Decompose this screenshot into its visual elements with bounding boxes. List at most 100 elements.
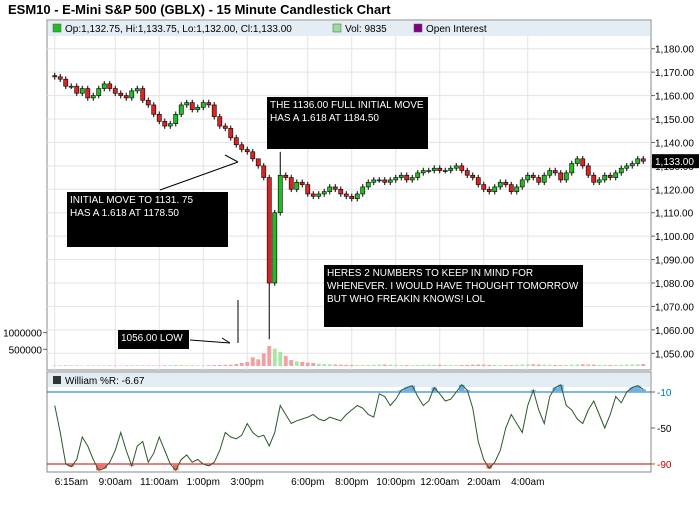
annotation-initial-move: INITIAL MOVE TO 1131. 75 HAS A 1.618 AT … <box>67 192 228 247</box>
time-tick-label: 8:00pm <box>335 477 368 488</box>
candle-body <box>239 144 245 150</box>
indicator-legend-label: William %R: -6.67 <box>65 376 145 387</box>
volume-bar <box>245 362 250 366</box>
candle-body <box>305 184 311 195</box>
candle-body <box>107 83 113 89</box>
candle-body <box>233 137 239 146</box>
indicator-tick-label: -50 <box>657 424 672 435</box>
volume-bar <box>547 364 552 366</box>
volume-bar <box>316 363 321 366</box>
candle-body <box>431 167 437 171</box>
volume-bar <box>624 364 629 366</box>
candle-body <box>519 179 525 188</box>
volume-bar <box>69 365 74 366</box>
overbought-fill <box>558 384 564 392</box>
volume-bar <box>239 363 244 366</box>
candle-body <box>426 170 432 172</box>
overbought-fill <box>409 385 415 392</box>
volume-bar <box>630 364 635 366</box>
time-tick-label: 1:00pm <box>187 477 220 488</box>
candle-body <box>585 165 591 176</box>
volume-bar <box>135 365 140 366</box>
volume-bar <box>256 359 261 366</box>
annotation-two-numbers: HERES 2 NUMBERS TO KEEP IN MIND FOR WHEN… <box>324 265 583 327</box>
indicator-legend-swatch <box>53 376 61 384</box>
volume-bar <box>503 365 508 366</box>
volume-bar <box>234 364 239 366</box>
candle-body <box>68 85 74 88</box>
volume-bar <box>278 352 283 366</box>
candle-body <box>151 104 157 115</box>
volume-bar <box>58 365 63 366</box>
candle-body <box>459 165 465 171</box>
candle-body <box>261 165 267 178</box>
candle-body <box>283 174 289 178</box>
candle-body <box>178 104 184 115</box>
candle-body <box>404 174 410 181</box>
volume-bar <box>586 364 591 366</box>
candle-body <box>635 158 641 164</box>
ohlc-legend-swatch <box>52 23 62 33</box>
oversold-fill <box>173 464 179 471</box>
candle-body <box>596 179 602 183</box>
volume-bar <box>129 365 134 366</box>
overbought-fill <box>404 387 410 392</box>
volume-bar <box>558 365 563 366</box>
time-tick-label: 3:00pm <box>231 477 264 488</box>
candle-body <box>217 116 223 127</box>
overbought-fill <box>552 387 558 392</box>
candle-body <box>294 181 300 190</box>
price-tick-label: 1,100.00 <box>655 232 694 243</box>
candle-body <box>85 88 91 99</box>
chart-title: ESM10 - E-Mini S&P 500 (GBLX) - 15 Minut… <box>8 2 391 17</box>
oversold-fill <box>486 464 492 469</box>
price-tick-label: 1,170.00 <box>655 68 694 79</box>
volume-bar <box>415 365 420 366</box>
volume-bar <box>454 365 459 366</box>
volume-bar <box>591 364 596 366</box>
volume-bar <box>190 365 195 366</box>
price-tick-label: 1,150.00 <box>655 115 694 126</box>
time-tick-label: 11:00am <box>140 477 178 488</box>
volume-bar <box>217 365 222 366</box>
price-tick-label: 1,140.00 <box>655 138 694 149</box>
oversold-fill <box>68 464 74 467</box>
volume-bar <box>569 364 574 366</box>
volume-bar <box>184 365 189 366</box>
volume-bar <box>366 365 371 366</box>
candle-body <box>475 177 481 185</box>
volume-bar <box>250 357 255 366</box>
candle-body <box>321 191 327 195</box>
candle-body <box>387 179 393 183</box>
volume-bar <box>173 365 178 366</box>
candle-body <box>57 76 63 80</box>
indicator-tick-label: -90 <box>657 460 672 471</box>
candle-body <box>332 186 338 190</box>
volume-bar <box>206 365 211 366</box>
volume-bar <box>393 364 398 366</box>
candle-body <box>547 170 553 176</box>
volume-bar <box>531 364 536 366</box>
volume-bar <box>597 364 602 366</box>
overbought-fill <box>640 389 646 392</box>
oi-legend-swatch <box>413 23 423 33</box>
candle-body <box>349 196 355 199</box>
candle-body <box>618 167 624 174</box>
candle-body <box>591 174 597 183</box>
volume-bar <box>388 364 393 366</box>
volume-bar <box>349 365 354 366</box>
overbought-fill <box>431 387 437 392</box>
candle-body <box>145 99 151 106</box>
volume-bar <box>580 364 585 366</box>
candle-body <box>134 88 140 92</box>
volume-bar <box>96 365 101 366</box>
volume-bar <box>492 365 497 366</box>
candle-body <box>129 90 135 99</box>
volume-bar <box>421 364 426 366</box>
arrow-low <box>189 339 231 344</box>
volume-bar <box>228 364 233 366</box>
volume-bar <box>140 365 145 366</box>
candle-body <box>624 165 630 169</box>
candle-body <box>552 170 558 174</box>
candle-body <box>492 186 498 192</box>
